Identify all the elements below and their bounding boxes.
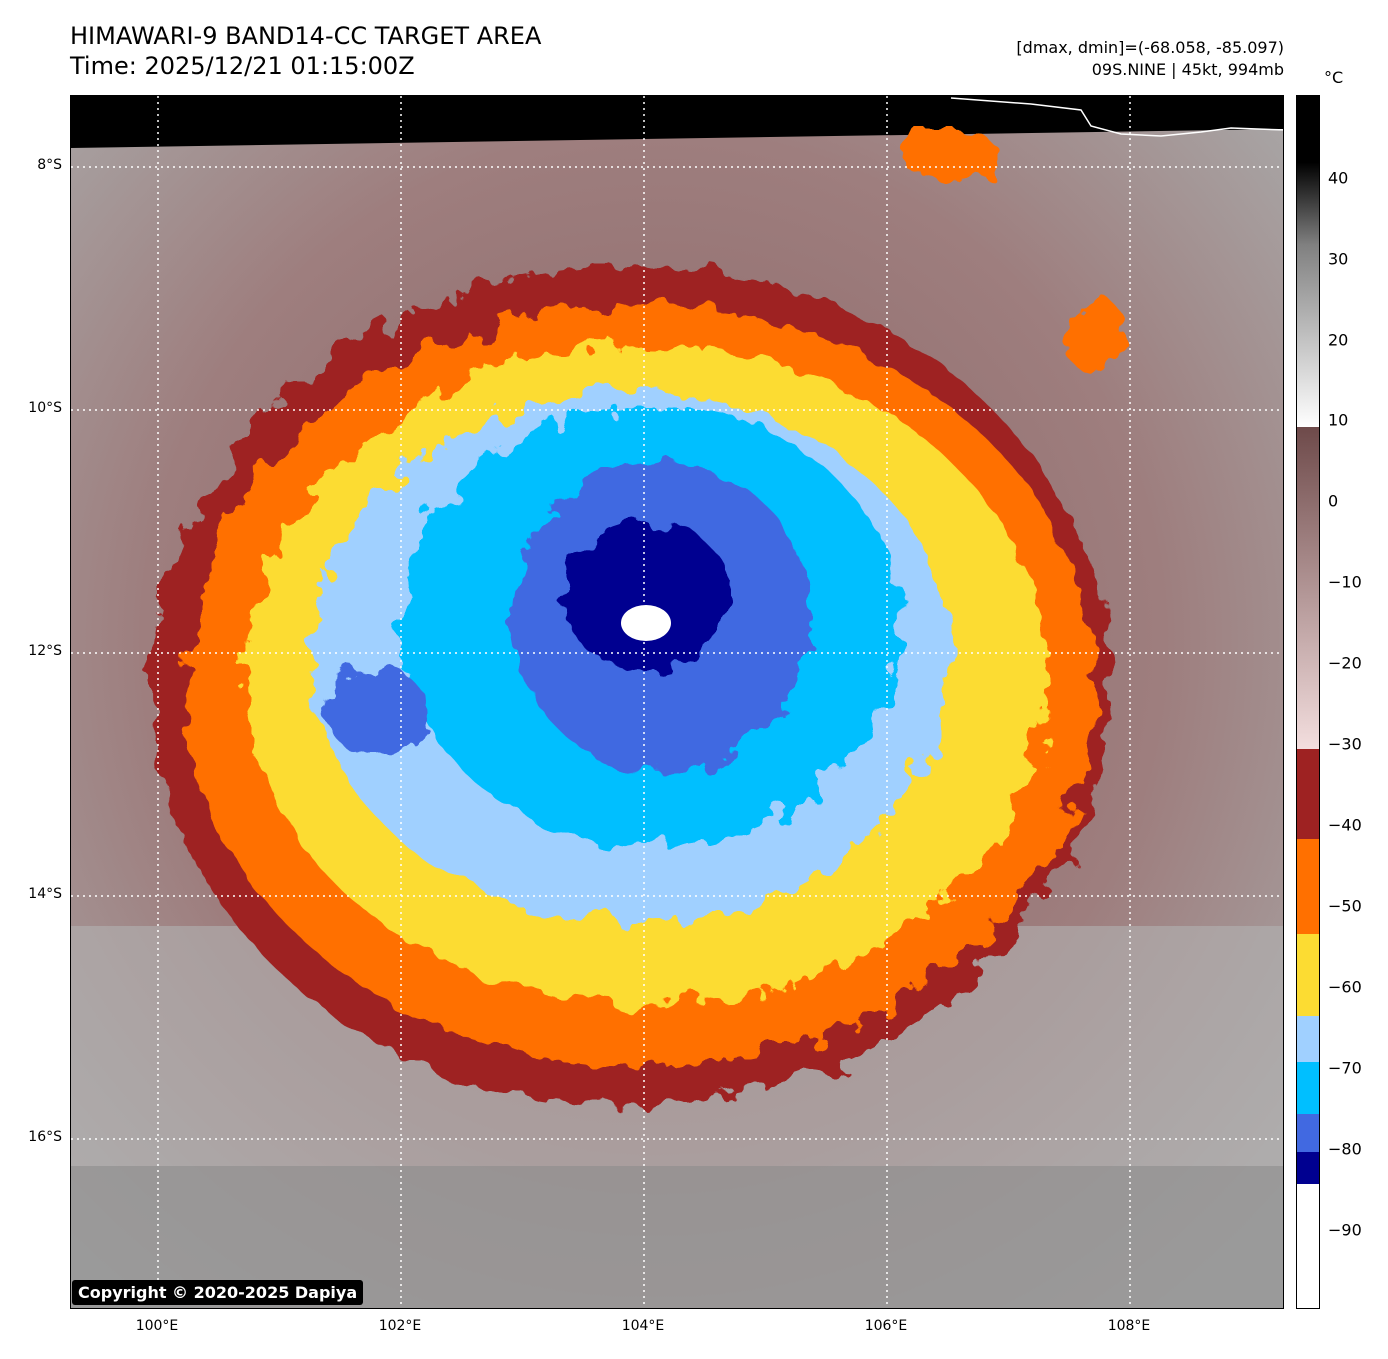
lon-label-106e: 106°E xyxy=(864,1318,908,1334)
cloud-layer-85 xyxy=(561,521,731,671)
colorbar-tick-40: 40 xyxy=(1328,168,1349,188)
lat-label-16s: 16°S xyxy=(28,1129,62,1145)
chart-time: Time: 2025/12/21 01:15:00Z xyxy=(70,52,415,80)
lat-label-10s: 10°S xyxy=(28,400,62,416)
colorbar-tick-minus70: −70 xyxy=(1328,1058,1362,1078)
lat-label-14s: 14°S xyxy=(28,886,62,902)
colorbar-tick-20: 20 xyxy=(1328,330,1349,350)
colorbar-unit: °C xyxy=(1324,68,1344,87)
colorbar-tick-minus60: −60 xyxy=(1328,977,1362,997)
colorbar-tick-minus50: −50 xyxy=(1328,896,1362,916)
storm-info: 09S.NINE | 45kt, 994mb xyxy=(1091,60,1284,79)
colorbar-tick-minus90: −90 xyxy=(1328,1220,1362,1240)
lon-label-100e: 100°E xyxy=(135,1318,179,1334)
colorbar-tick-minus80: −80 xyxy=(1328,1139,1362,1159)
temperature-range: [dmax, dmin]=(-68.058, -85.097) xyxy=(1016,38,1284,57)
colorbar-tick-30: 30 xyxy=(1328,249,1349,269)
copyright-badge: Copyright © 2020-2025 Dapiya xyxy=(72,1280,364,1305)
colorbar-tick-minus20: −20 xyxy=(1328,653,1362,673)
lat-label-8s: 8°S xyxy=(37,157,62,173)
lon-label-104e: 104°E xyxy=(621,1318,665,1334)
chart-title: HIMAWARI-9 BAND14-CC TARGET AREA xyxy=(70,22,542,50)
colorbar xyxy=(1296,95,1320,1309)
colorbar-tick-minus10: −10 xyxy=(1328,572,1362,592)
lon-label-108e: 108°E xyxy=(1107,1318,1151,1334)
satellite-map xyxy=(70,95,1284,1309)
colorbar-tick-10: 10 xyxy=(1328,410,1349,430)
lat-label-12s: 12°S xyxy=(28,643,62,659)
lon-label-102e: 102°E xyxy=(378,1318,422,1334)
colorbar-tick-minus30: −30 xyxy=(1328,734,1362,754)
colorbar-tick-minus40: −40 xyxy=(1328,815,1362,835)
colorbar-tick-0: 0 xyxy=(1328,491,1339,511)
